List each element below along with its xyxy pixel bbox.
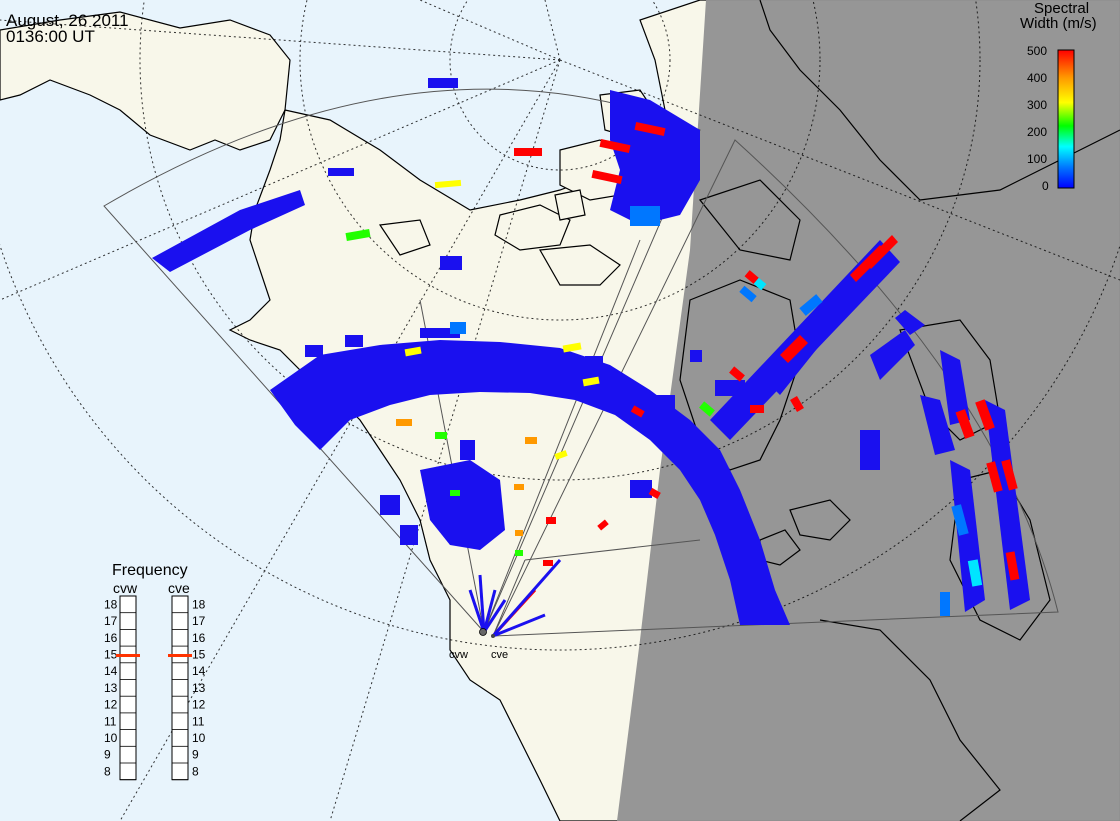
colorbar-tick: 300 — [1027, 98, 1047, 112]
frequency-scale-label: 14 — [192, 664, 206, 678]
colorbar-tick: 200 — [1027, 125, 1047, 139]
radar-site-cvw-marker — [479, 628, 487, 636]
coastlines-night — [679, 0, 1120, 821]
date-label: August, 26 2011 — [6, 11, 129, 30]
colorbar-tick: 100 — [1027, 152, 1047, 166]
frequency-scale-label: 12 — [104, 698, 118, 712]
near-radar-beams — [468, 559, 562, 638]
colorbar — [1057, 49, 1075, 189]
colorbar-title-line2: Width (m/s) — [1020, 15, 1097, 32]
colorbar-tick: 400 — [1027, 71, 1047, 85]
frequency-scale-label: 11 — [192, 714, 205, 728]
frequency-scale-label: 17 — [104, 614, 118, 628]
frequency-scale-label: 18 — [104, 597, 118, 611]
frequency-scale-label: 10 — [192, 731, 206, 745]
frequency-ladder-cvw — [119, 595, 137, 781]
frequency-ladder-cve — [171, 595, 189, 781]
scatter-green — [345, 228, 715, 556]
colorbar-ticks: 500 400 300 200 100 0 — [1027, 44, 1049, 193]
frequency-scale-label: 8 — [104, 764, 111, 778]
frequency-scale-label: 11 — [104, 714, 117, 728]
radar-site-cve-marker — [491, 634, 495, 638]
frequency-scale-label: 9 — [192, 748, 199, 762]
scatter-yellow — [404, 179, 600, 460]
colorbar-tick: 500 — [1027, 44, 1047, 58]
frequency-bars: 18 17 16 15 14 13 12 11 10 9 8 18 17 16 15 14 13 12 11 10 9 8 — [104, 595, 206, 781]
frequency-panel-title: Frequency — [112, 562, 188, 579]
frequency-scale-label: 17 — [192, 614, 206, 628]
frequency-scale-label: 15 — [104, 647, 118, 661]
radar-site-label-cve: cve — [491, 649, 508, 661]
frequency-scale-label: 16 — [104, 631, 118, 645]
frequency-scale-label: 9 — [104, 748, 111, 762]
scatter-lightblue — [450, 206, 969, 616]
frequency-scale-label: 12 — [192, 698, 206, 712]
scatter-cyan — [753, 277, 983, 587]
radar-site-label-cvw: cvw — [449, 649, 468, 661]
scatter-red — [514, 121, 1020, 581]
colorbar-title-line1: Spectral — [1034, 0, 1089, 17]
frequency-scale-label: 14 — [104, 664, 118, 678]
frequency-scale-label: 15 — [192, 647, 206, 661]
frequency-radar-label-cvw: cvw — [113, 580, 138, 596]
frequency-scale-label: 8 — [192, 764, 199, 778]
time-label: 0136:00 UT — [6, 27, 95, 46]
frequency-radar-label-cve: cve — [168, 580, 190, 596]
frequency-scale-label: 18 — [192, 597, 206, 611]
frequency-panel: Frequency cvw cve 1817161514131211109818… — [104, 562, 206, 781]
colorbar-tick: 0 — [1042, 179, 1049, 193]
frequency-scale-label: 13 — [192, 681, 206, 695]
scatter-orange — [396, 419, 537, 536]
frequency-scale-label: 13 — [104, 681, 118, 695]
frequency-scale-label: 16 — [192, 631, 206, 645]
frequency-scale-label: 10 — [104, 731, 118, 745]
